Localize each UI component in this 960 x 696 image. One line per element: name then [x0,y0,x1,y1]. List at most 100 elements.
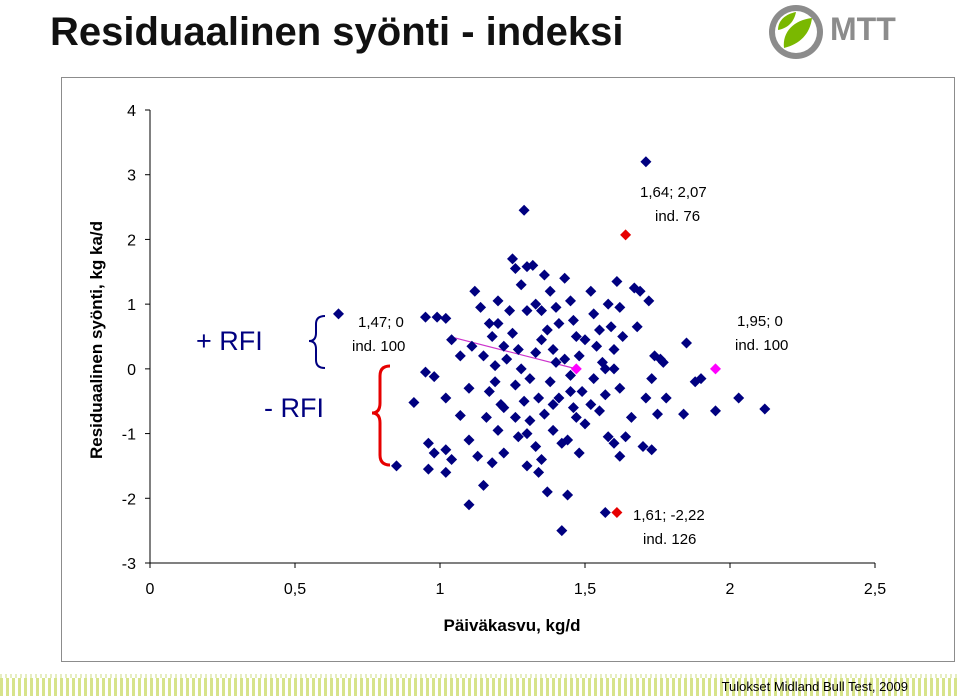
data-point [492,424,504,436]
data-point [599,363,611,375]
data-point [533,392,545,404]
data-point [553,392,565,404]
x-tick-label: 0,5 [284,581,306,598]
data-point [483,386,495,398]
data-point [602,298,614,310]
data-point [579,418,591,430]
x-tick-label: 2,5 [864,581,886,598]
data-point [599,389,611,401]
data-point [486,457,498,469]
y-tick-label: 1 [127,297,136,314]
y-tick-label: 0 [127,362,136,379]
data-point [594,405,605,417]
annotation-3-line1: 1,95; 0 [737,313,783,330]
data-point [614,382,626,394]
data-point [489,376,501,388]
data-point [501,353,513,365]
data-point [544,285,556,297]
annotation-3-line2: ind. 100 [735,337,788,354]
data-point [617,331,629,342]
data-point [608,437,620,449]
data-point [527,259,539,271]
data-point [521,428,533,440]
data-point [521,460,533,472]
data-point [553,318,565,330]
data-point [504,305,516,317]
data-point [567,402,579,414]
data-point [530,441,542,453]
highlight-point-magenta [710,363,721,375]
footer-decoration-thin [0,674,960,678]
data-point [559,272,571,284]
data-point [625,411,637,423]
x-tick-label: 1,5 [574,581,596,598]
data-point [463,382,475,394]
data-point [710,405,721,417]
annotation-2-line2: ind. 76 [655,208,700,225]
data-point [576,386,588,398]
data-point [562,434,574,446]
data-point [573,350,585,362]
annotation-1-line1: 1,47; 0 [358,314,404,331]
data-point [536,305,547,317]
data-point [454,409,466,421]
data-point [463,499,475,511]
data-point [547,343,559,355]
data-point [492,295,504,307]
data-point [420,366,431,378]
data-point [541,324,553,336]
highlight-point-red [620,229,632,241]
data-point [518,395,530,407]
data-point [422,437,434,449]
data-point [530,298,542,310]
data-point [498,402,510,414]
data-point [509,263,521,275]
data-point [530,347,542,359]
data-point [420,311,431,323]
highlight-point-red [611,507,623,519]
data-point [463,434,475,446]
data-point [585,398,597,410]
minus-rfi-label: - RFI [264,393,324,423]
data-point [544,376,556,388]
data-point [521,305,533,317]
data-point [536,453,547,465]
data-point [512,431,524,443]
x-tick-label: 0 [146,581,155,598]
data-point [565,386,576,398]
data-point [446,453,458,465]
data-point [588,373,600,385]
y-axis-label: Residuaalinen syönti, kg ka/d [87,221,106,459]
data-point [478,479,489,491]
data-point [570,411,582,423]
data-point [573,447,585,459]
data-point [498,340,510,352]
data-point [657,356,669,368]
data-point [466,340,478,352]
data-point [333,308,344,320]
x-axis-label: Päiväkasvu, kg/d [443,616,580,635]
data-point [588,308,600,320]
data-point [538,408,550,420]
data-point [681,337,692,349]
data-point [646,373,658,385]
data-point [515,279,527,291]
data-point [472,450,484,462]
data-point [614,450,626,462]
data-point [428,371,440,383]
data-point [620,431,632,443]
data-point [391,460,402,472]
data-point [518,204,530,216]
data-point [515,363,527,375]
y-tick-label: 3 [127,168,136,185]
chart-frame [61,77,955,662]
data-point [524,373,536,385]
highlight-point-magenta [570,363,582,375]
data-point [469,285,481,297]
data-point [640,392,652,404]
footer-decoration [0,678,960,696]
data-point [524,415,536,427]
data-point [637,441,649,453]
data-point [541,486,553,498]
